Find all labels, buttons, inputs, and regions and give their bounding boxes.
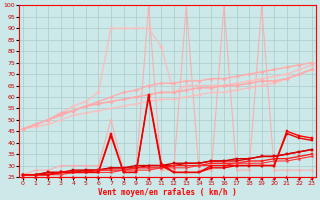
X-axis label: Vent moyen/en rafales ( km/h ): Vent moyen/en rafales ( km/h ): [98, 188, 237, 197]
